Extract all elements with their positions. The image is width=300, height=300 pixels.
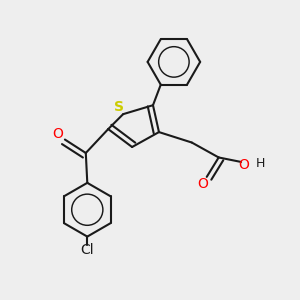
Text: O: O — [197, 177, 208, 191]
Text: S: S — [114, 100, 124, 114]
Text: H: H — [256, 157, 265, 170]
Text: O: O — [52, 127, 63, 141]
Text: Cl: Cl — [80, 243, 94, 257]
Text: O: O — [238, 158, 250, 172]
